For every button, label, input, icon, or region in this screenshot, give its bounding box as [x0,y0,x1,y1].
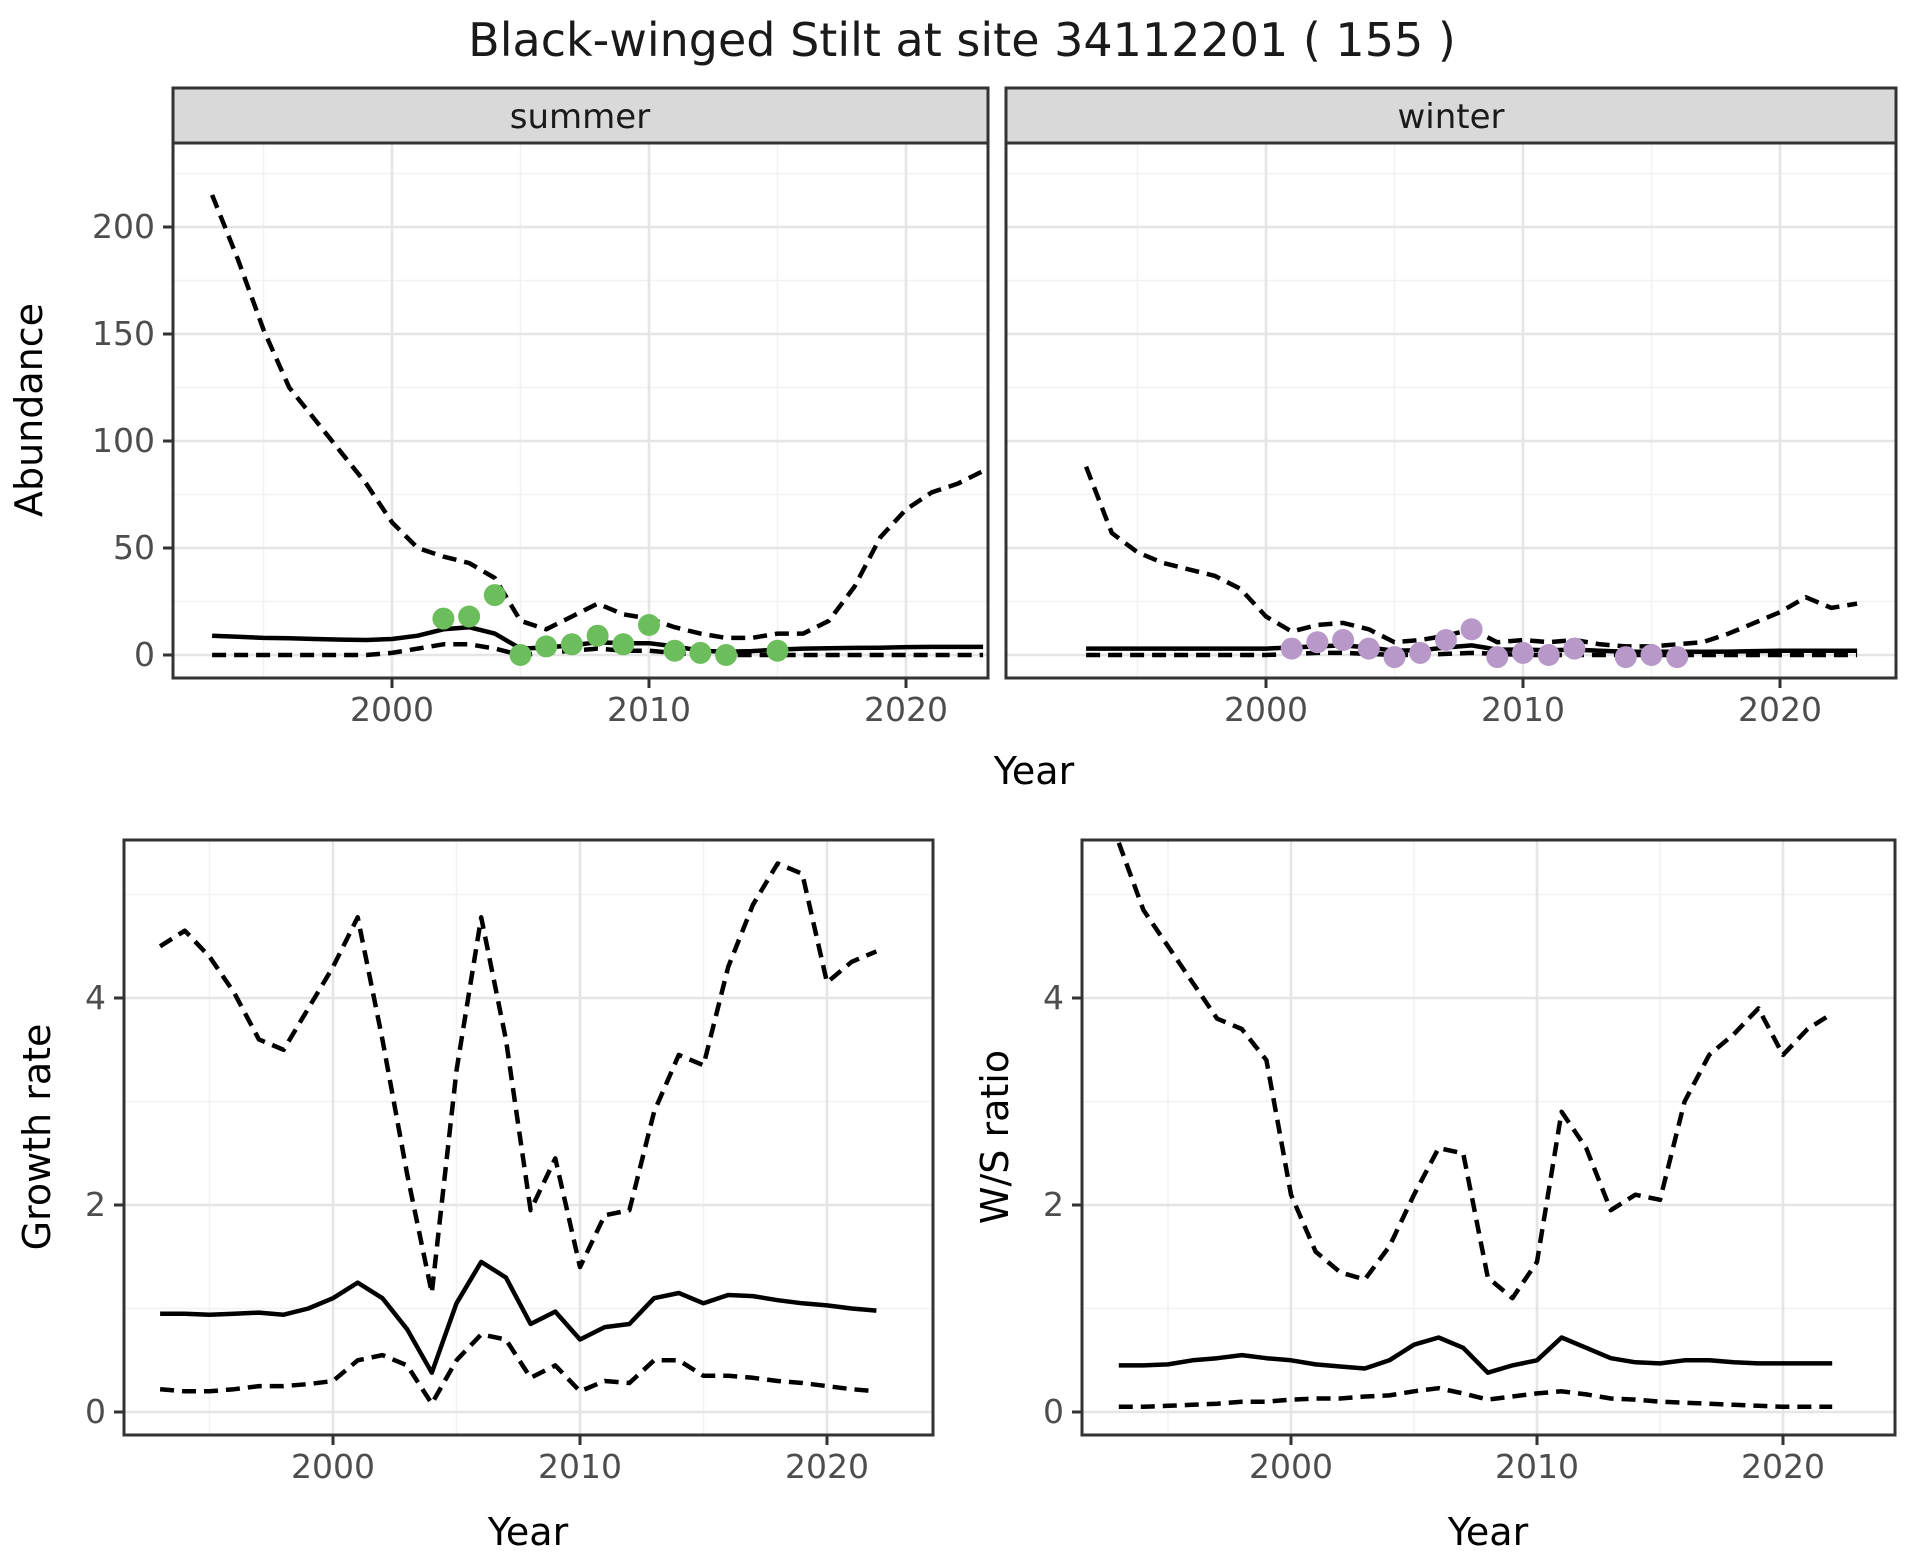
data-point-observed-counts-winter [1357,637,1380,660]
x-tick-label: 2020 [1741,1447,1825,1486]
data-point-observed-counts-winter [1614,646,1637,669]
axis-ticks-growth: 2000 2010 2020 0 2 4 [85,978,869,1486]
data-point-observed-counts-winter [1640,644,1663,666]
y-axis-title-ws: W/S ratio [973,1050,1017,1224]
y-tick-label: 0 [134,635,155,674]
series-line-mean-fit [1086,643,1858,655]
axis-ticks-summer: 2000 2010 2020 0 50 100 150 200 [92,207,948,729]
x-tick-label: 2000 [291,1447,375,1486]
series-line-mean-fit [1118,1335,1833,1375]
panel-background [124,840,933,1435]
panel-growth: 2000 2010 2020 0 2 4 [85,838,935,1486]
y-tick-label: 150 [92,314,155,353]
y-tick-label: 100 [92,421,155,460]
data-point-observed-counts-summer [483,584,506,607]
data-point-observed-counts-winter [1409,641,1432,664]
x-tick-label: 2020 [1738,690,1822,729]
data-point-observed-counts-winter [1460,618,1483,641]
x-tick-label: 2000 [1224,690,1308,729]
axis-ticks-ws: 2000 2010 2020 0 2 4 [1043,978,1825,1486]
series-line-upper-ci [158,861,878,1296]
x-tick-label: 2010 [538,1447,622,1486]
facet-label-summer: summer [510,97,650,137]
series-group-growth [158,861,878,1406]
data-point-observed-counts-winter [1563,637,1586,660]
gridlines-ws [1082,840,1895,1435]
panel-summer: 2000 2010 2020 0 50 100 150 200 [92,86,990,729]
series-line-upper-ci [1116,842,1834,1301]
panel-winter: 2000 2010 2020 [1004,86,1898,729]
x-tick-label: 2020 [864,690,948,729]
y-axis-title-growth: Growth rate [15,1024,59,1251]
data-point-observed-counts-summer [715,644,738,666]
y-tick-label: 50 [113,528,155,567]
data-point-observed-counts-summer [638,614,660,636]
y-tick-label: 2 [1043,1185,1064,1224]
series-line-upper-ci [210,194,985,641]
x-tick-label: 2020 [785,1447,869,1486]
series-line-lower-ci [1086,650,1858,658]
y-tick-label: 4 [1043,978,1064,1017]
series-group-summer [210,194,985,666]
x-axis-title-growth: Year [487,1510,569,1554]
x-tick-label: 2010 [607,690,691,729]
facet-label-winter: winter [1397,97,1504,137]
data-point-observed-counts-summer [766,639,789,662]
panel-background [1082,840,1895,1435]
data-point-observed-counts-summer [689,641,712,664]
series-group-winter [1084,465,1858,669]
data-point-observed-counts-winter [1306,631,1329,654]
data-point-observed-counts-winter [1332,629,1355,651]
data-point-observed-counts-winter [1537,644,1560,666]
x-tick-label: 2000 [350,690,434,729]
y-tick-label: 2 [85,1185,106,1224]
data-point-observed-counts-winter [1512,641,1534,664]
facet-strip-winter [1004,86,1898,145]
panel-background [173,143,988,678]
figure-title: Black-winged Stilt at site 34112201 ( 15… [468,13,1456,67]
chart-labels: Black-winged Stilt at site 34112201 ( 15… [7,13,1529,1554]
data-point-observed-counts-winter [1666,646,1689,669]
data-point-observed-counts-summer [432,607,455,630]
gridlines-winter [1006,143,1896,678]
facet-strip-summer [171,86,990,145]
data-point-observed-counts-winter [1486,646,1509,669]
panel-ws: 2000 2010 2020 0 2 4 [1043,838,1897,1486]
data-point-observed-counts-summer [560,633,583,656]
y-tick-label: 0 [85,1392,106,1431]
x-axis-title-top: Year [993,749,1075,793]
x-tick-label: 2000 [1249,1447,1333,1486]
y-tick-label: 0 [1043,1392,1064,1431]
y-tick-label: 4 [85,978,106,1017]
series-line-lower-ci [1118,1385,1833,1410]
x-tick-label: 2010 [1481,690,1565,729]
series-line-lower-ci [212,642,984,658]
data-point-observed-counts-summer [509,644,532,666]
series-line-lower-ci [159,1332,877,1406]
series-group-ws [1116,842,1834,1410]
data-point-observed-counts-summer [586,624,609,647]
data-point-observed-counts-winter [1280,637,1303,660]
series-line-mean-fit [160,1259,877,1375]
y-tick-label: 200 [92,207,155,246]
panel-border [122,838,935,1437]
data-point-observed-counts-summer [535,635,558,658]
panel-background [1006,143,1896,678]
gridlines-summer [173,143,988,678]
data-point-observed-counts-winter [1434,629,1457,651]
data-point-observed-counts-summer [663,639,686,662]
panel-border [1080,838,1897,1437]
axis-ticks-winter: 2000 2010 2020 [1224,678,1822,729]
data-point-observed-counts-winter [1383,646,1406,669]
data-point-observed-counts-summer [612,633,635,656]
gridlines-growth [124,840,933,1435]
data-point-observed-counts-summer [458,605,481,628]
y-axis-title-abundance: Abundance [7,303,51,517]
x-tick-label: 2010 [1495,1447,1579,1486]
x-axis-title-ws: Year [1447,1510,1529,1554]
